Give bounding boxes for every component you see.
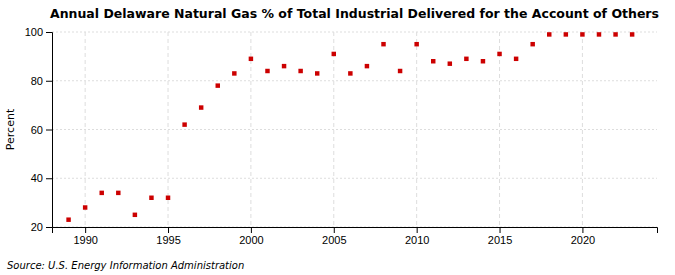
point (464, 57, 468, 61)
y-tick-mark (46, 178, 52, 179)
point (133, 213, 137, 217)
x-tick: 2005 (322, 227, 346, 246)
point (315, 71, 319, 75)
grid-line-x (85, 32, 86, 227)
y-tick-mark (46, 81, 52, 82)
x-tick-label: 2015 (488, 234, 512, 246)
source: Source: U.S. Energy Information Administ… (7, 260, 244, 271)
point (448, 61, 452, 65)
point (365, 64, 369, 68)
point (514, 57, 518, 61)
y-tick-label: 20 (31, 221, 43, 233)
x-tick-mark (168, 227, 169, 233)
point (530, 42, 534, 46)
x-axis: 1990 1995 2000 2005 2010 2015 2020 (53, 227, 658, 246)
x-tick-mark (251, 227, 252, 233)
plot-area: 199019952000200520102015202020406080100 (25, 26, 658, 246)
x-tick-mark (85, 227, 86, 233)
point (298, 69, 302, 73)
y-tick: 40 (31, 172, 52, 184)
point (149, 196, 153, 200)
grid-line-y (52, 80, 657, 81)
y-tick-label: 100 (25, 26, 43, 38)
point (613, 32, 617, 36)
y-axis-title: Percent (4, 108, 17, 150)
grid-line-y (52, 129, 657, 130)
y-axis-line (46, 33, 53, 228)
point (580, 32, 584, 36)
grid (52, 32, 657, 227)
point (414, 42, 418, 46)
x-tick: 1990 (73, 227, 97, 246)
x-tick-mark (582, 227, 583, 233)
y-tick-mark (46, 227, 52, 228)
point (216, 83, 220, 87)
y-axis: 20 40 60 80 100 (25, 26, 53, 233)
y-tick-mark (46, 32, 52, 33)
y-tick: 100 (25, 26, 52, 38)
point (398, 69, 402, 73)
x-tick-label: 2005 (322, 234, 346, 246)
y-tick-label: 40 (31, 172, 43, 184)
x-tick: 2020 (571, 227, 595, 246)
y-tick: 60 (31, 124, 52, 136)
x-tick-label: 1990 (73, 234, 97, 246)
point (232, 71, 236, 75)
x-tick-label: 1995 (156, 234, 180, 246)
points (66, 32, 634, 222)
point (564, 32, 568, 36)
x-axis-line (53, 228, 658, 234)
y-tick-label: 80 (31, 75, 43, 87)
point (66, 217, 70, 221)
point (83, 205, 87, 209)
point (597, 32, 601, 36)
x-tick-label: 2020 (571, 234, 595, 246)
point (348, 71, 352, 75)
y-tick-mark (46, 130, 52, 131)
point (282, 64, 286, 68)
point (497, 52, 501, 56)
grid-line-x (499, 32, 500, 227)
x-tick-label: 2000 (239, 234, 263, 246)
point (116, 191, 120, 195)
point (265, 69, 269, 73)
y-tick-label: 60 (31, 124, 43, 136)
x-tick: 1995 (156, 227, 180, 246)
y-tick: 20 (31, 221, 52, 233)
point (630, 32, 634, 36)
x-tick-mark (500, 227, 501, 233)
point (249, 57, 253, 61)
point (431, 59, 435, 63)
grid-line-x (416, 32, 417, 227)
grid-line-x (333, 32, 334, 227)
point (166, 196, 170, 200)
x-tick: 2015 (488, 227, 512, 246)
x-tick-label: 2010 (405, 234, 429, 246)
x-tick-mark (334, 227, 335, 233)
point (199, 105, 203, 109)
grid-line-x (250, 32, 251, 227)
point (332, 52, 336, 56)
point (381, 42, 385, 46)
point (182, 122, 186, 126)
x-tick-mark (417, 227, 418, 233)
point (99, 191, 103, 195)
title: Annual Delaware Natural Gas % of Total I… (50, 6, 659, 21)
y-tick: 80 (31, 75, 52, 87)
grid-line-y (52, 178, 657, 179)
x-tick: 2000 (239, 227, 263, 246)
chart: 199019952000200520102015202020406080100P… (0, 0, 675, 275)
point (481, 59, 485, 63)
point (547, 32, 551, 36)
x-tick: 2010 (405, 227, 429, 246)
grid-line-x (582, 32, 583, 227)
